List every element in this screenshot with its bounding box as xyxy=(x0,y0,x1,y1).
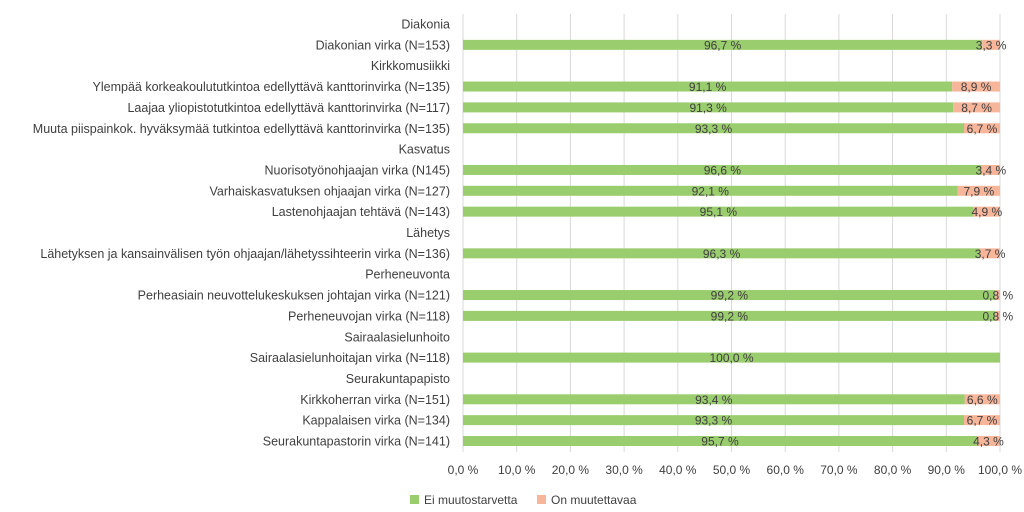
bar-on-muutettavaa xyxy=(995,310,1000,321)
category-label: Laajaa yliopistotutkintoa edellyttävä ka… xyxy=(127,101,450,115)
bar-on-muutettavaa xyxy=(964,415,1000,426)
category-label: Lähetyksen ja kansainvälisen työn ohjaaj… xyxy=(40,247,450,261)
data-label: 96,3 % xyxy=(703,247,741,261)
data-label: 99,2 % xyxy=(711,309,749,323)
data-label: 3,3 % xyxy=(976,38,1007,52)
bar-ei-muutostarvetta xyxy=(463,310,996,321)
bar-ei-muutostarvetta xyxy=(463,394,965,405)
bar-ei-muutostarvetta xyxy=(463,185,958,196)
bar-ei-muutostarvetta xyxy=(463,436,977,446)
data-label: 3,4 % xyxy=(976,163,1007,177)
data-labels: 96,7 % 3,3 % 91,1 % 8,9 % 91,3 % 8,7 % 93,3 % 6… xyxy=(689,38,1014,448)
bar-on-muutettavaa xyxy=(964,123,1000,134)
legend-swatch xyxy=(537,495,546,504)
category-label: Lastenohjaajan tehtävä (N=143) xyxy=(272,205,450,219)
bar-on-muutettavaa xyxy=(973,206,1000,217)
bar-on-muutettavaa xyxy=(953,102,1000,113)
bar-ei-muutostarvetta xyxy=(463,123,965,134)
category-label: Ylempää korkeakoulututkintoa edellyttävä… xyxy=(93,80,450,94)
data-label: 0,8 % xyxy=(983,309,1014,323)
data-label: 99,2 % xyxy=(711,289,749,303)
bar-on-muutettavaa xyxy=(981,164,1000,175)
x-tick-label: 80,0 % xyxy=(874,463,912,477)
data-label: 92,1 % xyxy=(692,184,730,198)
group-label: Kasvatus xyxy=(399,143,450,157)
data-label: 7,9 % xyxy=(963,184,994,198)
data-label: 95,7 % xyxy=(701,435,739,449)
data-label: 6,7 % xyxy=(967,122,998,136)
category-label: Perheneuvojan virka (N=118) xyxy=(288,309,450,323)
group-label: Lähetys xyxy=(406,226,450,240)
x-tick-label: 10,0 % xyxy=(498,463,536,477)
data-label: 96,6 % xyxy=(704,163,742,177)
data-label: 6,7 % xyxy=(967,414,998,428)
bar-ei-muutostarvetta xyxy=(463,290,996,301)
legend-label: Ei muutostarvetta xyxy=(424,493,518,507)
x-tick-label: 50,0 % xyxy=(713,463,751,477)
group-label: Seurakuntapapisto xyxy=(346,372,450,386)
bar-on-muutettavaa xyxy=(995,290,1000,301)
category-label: Varhaiskasvatuksen ohjaajan virka (N=127… xyxy=(209,184,450,198)
x-tick-label: 0,0 % xyxy=(448,463,479,477)
bars xyxy=(463,39,1000,446)
x-tick-label: 70,0 % xyxy=(820,463,858,477)
group-label: Kirkkomusiikki xyxy=(371,59,450,73)
bar-ei-muutostarvetta xyxy=(463,206,974,217)
gridlines xyxy=(462,14,1001,452)
x-tick-label: 90,0 % xyxy=(928,463,966,477)
data-label: 93,3 % xyxy=(695,122,733,136)
category-label: Perheasiain neuvottelukeskuksen johtajan… xyxy=(138,289,450,303)
group-label: Sairaalasielunhoito xyxy=(344,330,450,344)
bar-on-muutettavaa xyxy=(957,185,1000,196)
bar-on-muutettavaa xyxy=(982,39,1000,50)
category-label: Seurakuntapastorin virka (N=141) xyxy=(263,435,450,449)
legend: Ei muutostarvetta On muutettavaa xyxy=(410,493,637,507)
data-label: 8,9 % xyxy=(961,80,992,94)
data-label: 0,8 % xyxy=(983,289,1014,303)
bar-ei-muutostarvetta xyxy=(463,39,983,50)
x-tick-label: 30,0 % xyxy=(605,463,643,477)
group-label: Diakonia xyxy=(401,18,450,32)
category-label: Diakonian virka (N=153) xyxy=(316,38,450,52)
bar-ei-muutostarvetta xyxy=(463,102,954,113)
data-label: 3,7 % xyxy=(975,247,1006,261)
x-axis-tick-labels: 0,0 % 10,0 % 20,0 % 30,0 % 40,0 % 50,0 % 60,0 … xyxy=(448,463,1023,477)
x-tick-label: 20,0 % xyxy=(552,463,590,477)
bar-on-muutettavaa xyxy=(980,248,1000,259)
bar-on-muutettavaa xyxy=(952,81,1000,92)
bar-ei-muutostarvetta xyxy=(463,415,965,426)
data-label: 91,1 % xyxy=(689,80,727,94)
data-label: 93,3 % xyxy=(695,414,733,428)
bar-ei-muutostarvetta xyxy=(463,81,953,92)
bar-ei-muutostarvetta xyxy=(463,352,1000,363)
legend-label: On muutettavaa xyxy=(551,493,637,507)
data-label: 4,3 % xyxy=(973,435,1004,449)
data-label: 100,0 % xyxy=(709,351,753,365)
bar-on-muutettavaa xyxy=(964,394,1000,405)
category-label: Nuorisotyönohjaajan virka (N145) xyxy=(264,163,450,177)
data-label: 4,9 % xyxy=(971,205,1002,219)
category-labels: Diakonia Diakonian virka (N=153) Kirkkomus… xyxy=(33,18,450,449)
x-tick-label: 40,0 % xyxy=(659,463,697,477)
data-label: 8,7 % xyxy=(961,101,992,115)
data-label: 93,4 % xyxy=(695,393,733,407)
legend-swatch xyxy=(410,495,419,504)
data-label: 91,3 % xyxy=(689,101,727,115)
bar-ei-muutostarvetta xyxy=(463,248,981,259)
data-label: 96,7 % xyxy=(704,38,742,52)
x-tick-label: 60,0 % xyxy=(767,463,805,477)
category-label: Kappalaisen virka (N=134) xyxy=(302,414,450,428)
category-label: Kirkkoherran virka (N=151) xyxy=(300,393,450,407)
x-tick-label: 100,0 % xyxy=(978,463,1022,477)
data-label: 95,1 % xyxy=(700,205,738,219)
group-label: Perheneuvonta xyxy=(365,268,450,282)
bar-ei-muutostarvetta xyxy=(463,164,982,175)
category-label: Sairaalasielunhoitajan virka (N=118) xyxy=(250,351,450,365)
data-label: 6,6 % xyxy=(967,393,998,407)
category-label: Muuta piispainkok. hyväksymää tutkintoa … xyxy=(33,122,450,136)
bar-on-muutettavaa xyxy=(976,436,1000,446)
